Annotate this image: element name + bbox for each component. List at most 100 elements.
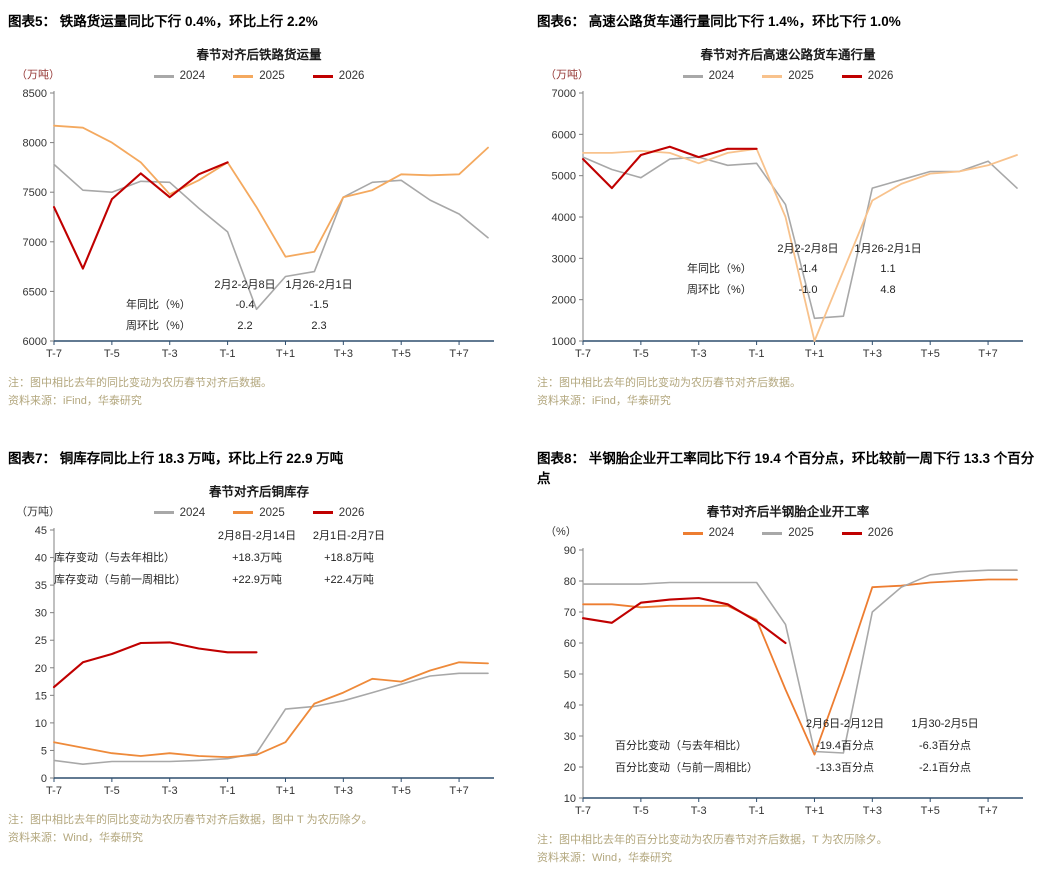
legend-item-2026: 2026 [312,70,364,82]
annotation-value: 4.8 [880,283,896,296]
annotation-period-header: 2月2-2月8日 [214,279,276,292]
figure-notes: 注：图中相比去年的同比变动为农历春节对齐后数据，图中 T 为农历除夕。 资料来源… [8,811,510,847]
x-tick-label: T-7 [575,348,591,360]
annotation-value: 2.3 [311,319,327,332]
legend-swatch [682,74,703,78]
x-tick-label: T-7 [575,805,591,817]
legend-swatch [312,74,333,78]
y-tick-label: 10 [35,718,47,730]
x-tick-label: T+1 [805,805,824,817]
y-tick-label: 50 [564,669,576,681]
annotation-row-label: 年同比（%） [126,299,191,312]
x-tick-label: T+1 [276,785,295,797]
x-tick-label: T-1 [749,348,765,360]
y-tick-label: 0 [41,773,47,785]
x-tick-label: T+7 [978,348,997,360]
x-tick-label: T-5 [633,348,649,360]
legend-label: 2024 [179,506,206,519]
series-2024-line [582,156,1018,320]
y-tick-label: 5000 [552,171,576,183]
y-tick-label: 20 [564,762,576,774]
x-tick-label: T+1 [805,348,824,360]
annotation-period-header: 1月26-2月1日 [285,279,353,292]
report-charts-grid: 图表5： 铁路货运量同比下行 0.4%，环比上行 2.2% 春节对齐后铁路货运量… [8,12,1039,868]
y-tick-label: 30 [564,731,576,743]
y-tick-label: 5 [41,745,47,757]
annotation-spacer [126,279,214,292]
x-tick-label: T-3 [691,348,707,360]
annotation-value: -6.3百分点 [919,740,971,753]
figure-panel-8: 图表8： 半钢胎企业开工率同比下行 19.4 个百分点，环比较前一周下行 13.… [537,449,1039,868]
annotation-row-label: 年同比（%） [687,263,752,276]
figure-note: 注：图中相比去年的同比变动为农历春节对齐后数据，图中 T 为农历除夕。 [8,813,373,826]
figure-note: 注：图中相比去年的同比变动为农历春节对齐后数据。 [8,377,272,390]
legend-label: 2026 [338,506,365,519]
chart-canvas: 0 5 10 15 20 25 30 35 40 45 T-7 T-5 T-3 T-1 T+1 T+3 T+5 T… [35,525,494,797]
chart-annotation: 2月6日-2月12日 1月30-2月5日 百分比变动（与去年相比） -19.4百分点 -… [615,718,995,776]
annotation-period-header: 2月8日-2月14日 [217,529,297,542]
y-tick-label: 4000 [552,212,576,224]
legend-swatch [233,511,254,515]
x-tick-label: T+3 [334,348,353,360]
x-tick-label: T+5 [392,785,411,797]
y-tick-label: 8500 [23,88,47,100]
legend-label: 2025 [788,70,814,83]
y-tick-label: 40 [564,700,576,712]
series-2026-line [581,596,787,645]
figure-notes: 注：图中相比去年的同比变动为农历春节对齐后数据。 资料来源：iFind，华泰研究 [537,374,1039,410]
chart-canvas: 10 20 30 40 50 60 70 80 90 T-7 T-5 T-3 T-1 T+1 T+3 T+5 T… [564,545,1023,817]
y-tick-label: 20 [35,663,47,675]
chart-legend: 2024 2025 2026 [8,507,510,519]
legend-swatch [153,74,174,78]
annotation-spacer [54,530,212,543]
legend-swatch [841,74,862,78]
figure-panel-6: 图表6： 高速公路货车通行量同比下行 1.4%，环比下行 1.0% 春节对齐后高… [537,12,1039,411]
x-tick-label: T-1 [220,348,236,360]
x-tick-label: T+5 [921,348,940,360]
x-tick-label: T-3 [162,785,178,797]
annotation-row-label: 库存变动（与前一周相比） [54,574,186,587]
annotation-value: -19.4百分点 [815,740,875,753]
chart-area: 春节对齐后铁路货运量 （万吨） 2024 2025 2026 6000 6500 700… [8,44,510,367]
x-tick-label: T-7 [46,785,62,797]
figure-note: 注：图中相比去年的同比变动为农历春节对齐后数据。 [537,377,801,390]
y-tick-label: 7000 [552,88,576,100]
x-tick-label: T-3 [691,805,707,817]
x-tick-label: T+3 [863,805,882,817]
legend-swatch [762,74,783,78]
chart-canvas: 6000 6500 7000 7500 8000 8500 T-7 T-5 T-3 T-1 T+1 T… [23,88,494,360]
figure-caption: 图表6： 高速公路货车通行量同比下行 1.4%，环比下行 1.0% [537,14,901,29]
plot: 10 20 30 40 50 60 70 80 90 T-7 T-5 T-3 T-1 T+1 T+3 T+5 T… [537,542,1039,824]
plot: 0 5 10 15 20 25 30 35 40 45 T-7 T-5 T-3 T-1 T+1 T+3 T+5 T… [8,522,510,804]
x-tick-label: T-1 [220,785,236,797]
annotation-value: -13.3百分点 [815,762,875,775]
annotation-value: 1.1 [880,263,896,276]
axis-unit-label: （万吨） [16,505,60,518]
legend-item-2025: 2025 [233,70,285,82]
y-tick-label: 40 [35,552,47,564]
y-tick-label: 30 [35,607,47,619]
y-tick-label: 7000 [23,237,47,249]
x-tick-label: T+3 [863,348,882,360]
y-tick-label: 60 [564,638,576,650]
figure-panel-5: 图表5： 铁路货运量同比下行 0.4%，环比上行 2.2% 春节对齐后铁路货运量… [8,12,510,411]
x-tick-label: T-3 [162,348,178,360]
annotation-value: -1.5 [309,299,329,312]
chart-annotation: 2月2-2月8日 1月26-2月1日 年同比（%） -0.4 -1.5 周环比（%） 2.2… [126,279,362,333]
figure-source: 资料来源：iFind，华泰研究 [8,395,142,408]
annotation-period-header: 1月26-2月1日 [854,243,922,256]
y-tick-label: 35 [35,580,47,592]
figure-notes: 注：图中相比去年的同比变动为农历春节对齐后数据。 资料来源：iFind，华泰研究 [8,374,510,410]
legend-item-2024: 2024 [682,527,734,539]
series-2024-line [582,578,1018,756]
legend-swatch [233,74,254,78]
series-2024-line [53,672,489,765]
figure-caption: 图表7： 铜库存同比上行 18.3 万吨，环比上行 22.9 万吨 [8,450,344,466]
annotation-spacer [615,718,795,731]
x-tick-label: T+3 [334,785,353,797]
legend-label: 2026 [867,70,894,83]
legend-swatch [153,511,174,515]
annotation-period-header: 2月1日-2月7日 [312,529,386,542]
series-2026-line [581,145,758,190]
annotation-row-label: 周环比（%） [687,283,752,296]
